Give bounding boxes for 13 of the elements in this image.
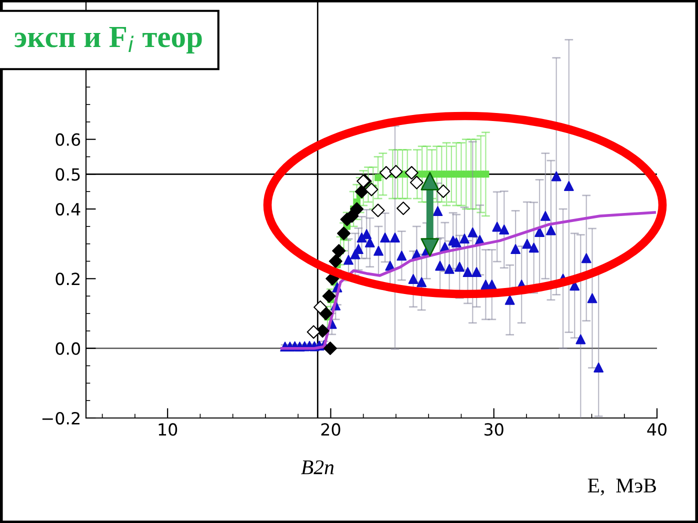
x-tick-label: 10: [158, 423, 178, 436]
x-tick-label: 20: [321, 423, 340, 436]
y-tick-label: 0.5: [56, 168, 80, 181]
y-tick-label: 0.0: [56, 342, 80, 355]
y-tick-label: 0.4: [56, 202, 80, 216]
text: эксп и F$_{i}$ теор: [14, 26, 202, 54]
x-tick-label: 40: [647, 423, 666, 436]
y-tick-label: 0.2: [56, 272, 80, 286]
y-tick-label: 0.6: [56, 133, 80, 146]
x-axis-title: E, МэВ: [588, 478, 656, 496]
y-tick-label: −0.2: [42, 412, 80, 425]
ref-line-label: B2n: [301, 460, 334, 474]
x-tick-label: 30: [484, 423, 504, 436]
